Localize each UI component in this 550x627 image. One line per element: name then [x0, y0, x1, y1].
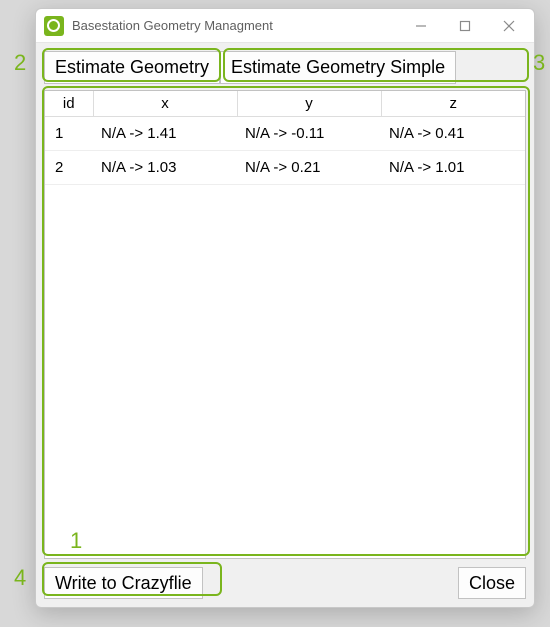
cell-x: N/A -> 1.03	[93, 150, 237, 184]
title-bar: Basestation Geometry Managment	[36, 9, 534, 43]
minimize-button[interactable]	[400, 11, 442, 41]
top-button-row: Estimate Geometry Estimate Geometry Simp…	[44, 51, 526, 84]
cell-z: N/A -> 0.41	[381, 116, 525, 150]
table-header-row: idxyz	[45, 91, 525, 117]
client-area: Estimate Geometry Estimate Geometry Simp…	[36, 43, 534, 607]
cell-id: 1	[45, 116, 93, 150]
dialog-window: Basestation Geometry Managment Estimate …	[35, 8, 535, 608]
column-header-x[interactable]: x	[93, 91, 237, 117]
write-to-crazyflie-button[interactable]: Write to Crazyflie	[44, 567, 203, 600]
bottom-button-row: Write to Crazyflie Close	[44, 559, 526, 600]
estimate-geometry-button[interactable]: Estimate Geometry	[44, 51, 220, 84]
close-icon	[503, 20, 515, 32]
cell-id: 2	[45, 150, 93, 184]
table-row[interactable]: 2N/A -> 1.03N/A -> 0.21N/A -> 1.01	[45, 150, 525, 184]
geometry-table: idxyz 1N/A -> 1.41N/A -> -0.11N/A -> 0.4…	[45, 91, 525, 185]
minimize-icon	[415, 20, 427, 32]
window-title: Basestation Geometry Managment	[72, 18, 400, 33]
cell-x: N/A -> 1.41	[93, 116, 237, 150]
table-body: 1N/A -> 1.41N/A -> -0.11N/A -> 0.412N/A …	[45, 116, 525, 184]
geometry-table-wrap: idxyz 1N/A -> 1.41N/A -> -0.11N/A -> 0.4…	[44, 90, 526, 559]
estimate-geometry-simple-button[interactable]: Estimate Geometry Simple	[220, 51, 456, 84]
maximize-button[interactable]	[444, 11, 486, 41]
callout-label-2: 2	[14, 50, 26, 76]
cell-y: N/A -> -0.11	[237, 116, 381, 150]
callout-label-4: 4	[14, 565, 26, 591]
column-header-id[interactable]: id	[45, 91, 93, 117]
column-header-z[interactable]: z	[381, 91, 525, 117]
app-icon	[44, 16, 64, 36]
window-controls	[400, 11, 530, 41]
cell-z: N/A -> 1.01	[381, 150, 525, 184]
column-header-y[interactable]: y	[237, 91, 381, 117]
maximize-icon	[459, 20, 471, 32]
table-row[interactable]: 1N/A -> 1.41N/A -> -0.11N/A -> 0.41	[45, 116, 525, 150]
cell-y: N/A -> 0.21	[237, 150, 381, 184]
close-window-button[interactable]	[488, 11, 530, 41]
close-button[interactable]: Close	[458, 567, 526, 600]
